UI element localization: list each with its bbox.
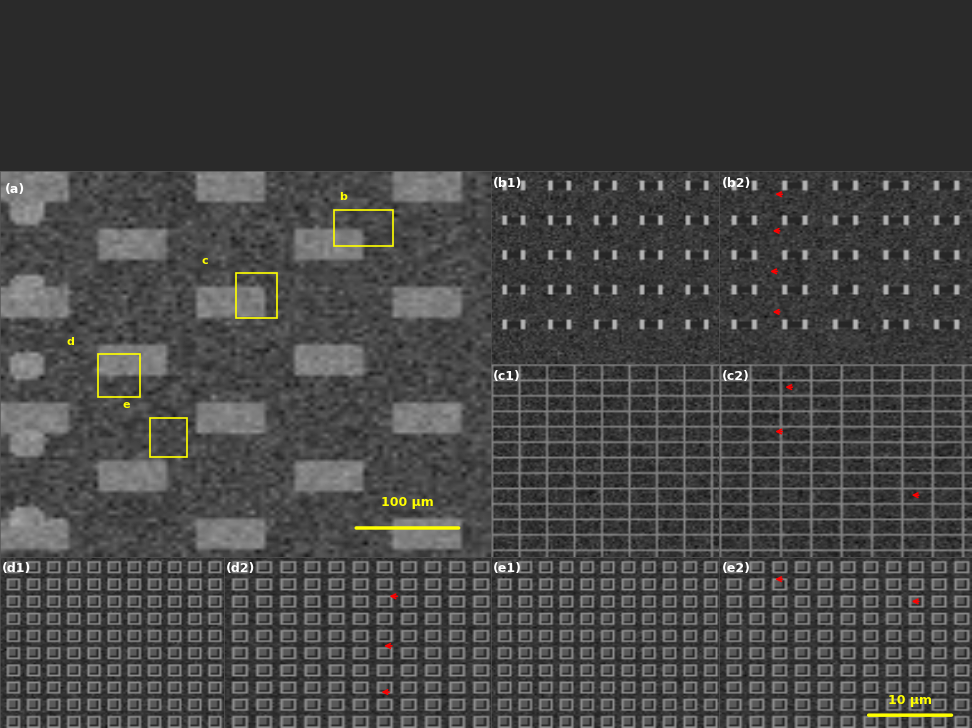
Bar: [150, 418, 187, 456]
Text: 10 μm: 10 μm: [888, 694, 932, 707]
Text: (a): (a): [5, 183, 25, 196]
Bar: [98, 355, 140, 397]
Text: b: b: [338, 192, 347, 202]
Text: (e2): (e2): [722, 562, 750, 575]
Text: c: c: [201, 256, 208, 266]
Text: 100 μm: 100 μm: [381, 496, 434, 509]
Text: (c1): (c1): [493, 370, 521, 383]
Text: (d1): (d1): [2, 562, 32, 575]
Text: (b1): (b1): [493, 177, 523, 190]
Text: (d2): (d2): [226, 562, 256, 575]
Text: e: e: [122, 400, 130, 411]
Bar: [333, 210, 393, 246]
Text: d: d: [66, 336, 74, 347]
Text: (c2): (c2): [722, 370, 749, 383]
Text: (b2): (b2): [722, 177, 751, 190]
Text: (e1): (e1): [493, 562, 522, 575]
Bar: [235, 273, 277, 317]
